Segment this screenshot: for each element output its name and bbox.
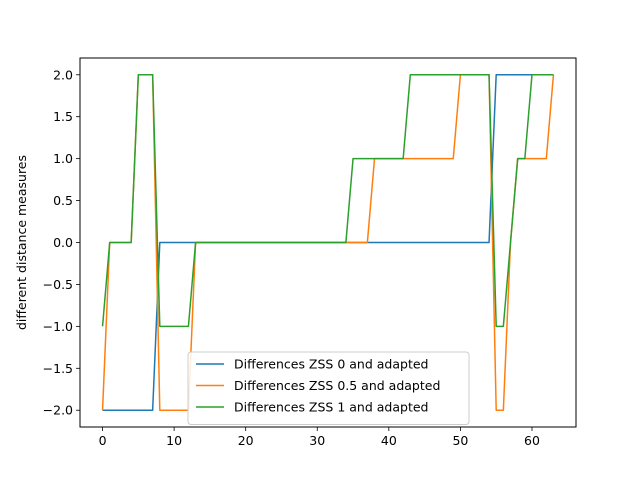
y-axis-label: different distance measures [14, 155, 29, 330]
x-tick-label: 40 [381, 433, 397, 448]
y-tick-label: 2.0 [53, 67, 73, 82]
y-tick-label: −2.0 [43, 403, 73, 418]
legend-entry-2: Differences ZSS 1 and adapted [234, 400, 428, 415]
y-tick-label: 0.5 [53, 193, 73, 208]
y-tick-label: −0.5 [43, 277, 73, 292]
y-tick-label: 0.0 [53, 235, 73, 250]
x-tick-label: 60 [524, 433, 540, 448]
series-layer [101, 74, 555, 411]
x-tick-label: 10 [166, 433, 182, 448]
series-line-2 [101, 74, 554, 328]
x-axis: 0 10 20 30 40 50 60 [99, 427, 540, 448]
y-tick-label: −1.5 [43, 361, 73, 376]
y-tick-label: −1.0 [43, 319, 73, 334]
y-axis: −2.0 −1.5 −1.0 −0.5 0.0 0.5 1.0 1.5 2.0 [43, 67, 80, 418]
x-tick-label: 0 [99, 433, 107, 448]
x-tick-label: 20 [238, 433, 254, 448]
legend: Differences ZSS 0 and adapted Differences… [187, 351, 470, 425]
y-tick-label: 1.0 [53, 151, 73, 166]
x-tick-label: 30 [309, 433, 325, 448]
x-tick-label: 50 [452, 433, 468, 448]
y-tick-label: 1.5 [53, 109, 73, 124]
legend-entry-1: Differences ZSS 0.5 and adapted [234, 378, 440, 393]
legend-entry-0: Differences ZSS 0 and adapted [234, 357, 428, 372]
legend-box [187, 351, 470, 425]
